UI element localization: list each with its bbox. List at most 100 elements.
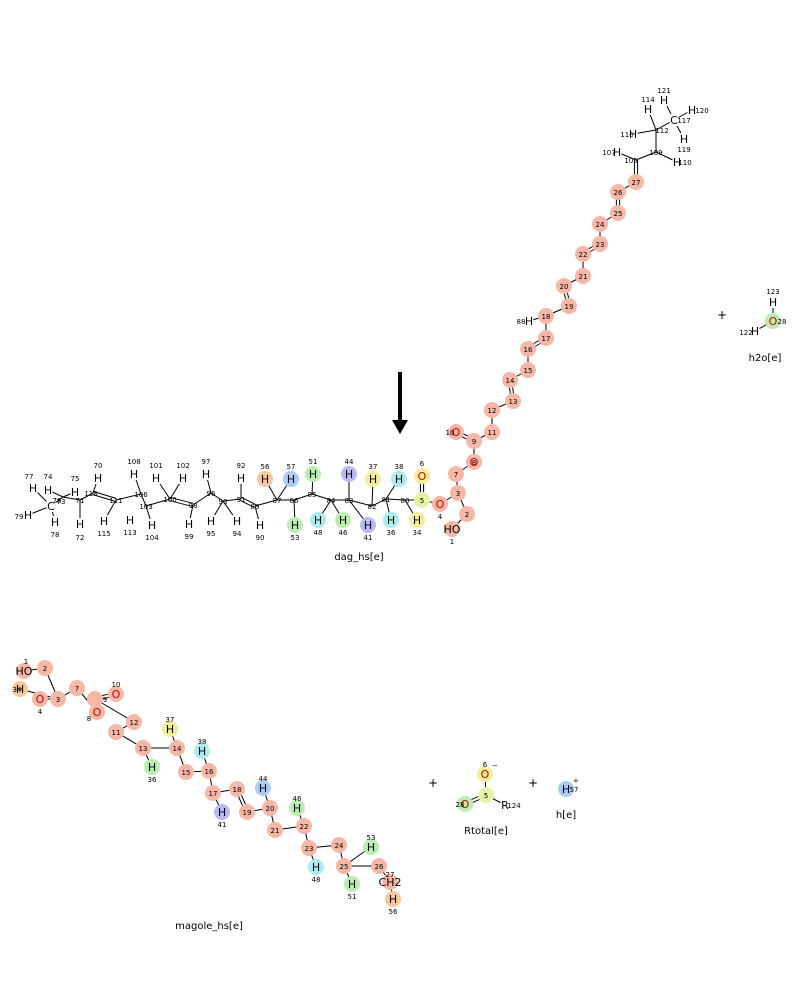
- atom-number: 123: [766, 288, 779, 296]
- atom-number: 36: [148, 776, 157, 784]
- atom-number: 117: [677, 117, 690, 125]
- atom-dag: 80: [401, 497, 410, 505]
- atom-magole: 17: [205, 785, 221, 801]
- atom-magole: 24: [331, 837, 347, 853]
- atom-dag: 93: [219, 498, 228, 506]
- atom-number: 100: [163, 496, 176, 504]
- atom-dag: 118: [84, 490, 97, 498]
- atom-number: 21: [579, 273, 588, 281]
- atom-number: 102: [176, 462, 189, 470]
- atom-number: 16: [524, 346, 533, 354]
- atom-dag: 89: [251, 503, 260, 511]
- atom-symbol: H: [413, 514, 421, 527]
- atom-number: 37: [369, 463, 378, 471]
- atom-number: 10: [446, 429, 455, 437]
- atom-number: 113: [123, 529, 136, 537]
- atom-symbol: O: [436, 498, 445, 511]
- atom-dag: 18: [538, 308, 554, 324]
- atom-dag: 3: [450, 485, 466, 501]
- atom-number: 95: [207, 530, 216, 538]
- atom-dag: H 99: [185, 518, 194, 541]
- atom-number: 4: [438, 513, 443, 521]
- atom-dag: 91: [237, 496, 246, 504]
- atom-number: 104: [145, 534, 159, 542]
- atom-symbol: H: [256, 519, 264, 532]
- atom-number: 7: [454, 471, 458, 479]
- atom-dag: H37: [365, 463, 381, 487]
- atom-dag: 25: [610, 205, 626, 221]
- atom-magole: H53: [363, 834, 379, 855]
- atom-dag: 111: [109, 497, 122, 505]
- atom-symbol: H: [100, 515, 108, 528]
- atom-number: 96: [207, 490, 216, 498]
- atom-number: 26: [375, 863, 384, 871]
- atom-symbol: H: [198, 745, 206, 758]
- atom-symbol: H: [130, 468, 138, 481]
- atom-number: 106: [134, 491, 148, 499]
- species-label-dag: dag_hs[e]: [334, 552, 383, 563]
- atom-dag: 82: [368, 503, 377, 511]
- atom-dag: H 120: [688, 104, 709, 117]
- atom-dag: O8: [466, 454, 482, 470]
- atom-number: 17: [209, 790, 218, 798]
- atom-number: 16: [205, 768, 214, 776]
- atom-dag: H114: [641, 96, 655, 116]
- atom-h: H 57+: [558, 777, 579, 797]
- atom-number: 2: [43, 665, 47, 673]
- species-label-h2o: h2o[e]: [749, 353, 782, 364]
- atom-symbol: H: [364, 519, 372, 532]
- atom-dag: 2: [459, 506, 475, 522]
- atom-dag: 27: [628, 174, 644, 190]
- atom-number: 78: [51, 531, 60, 539]
- atom-number: 48: [314, 529, 323, 537]
- atom-number: 97: [202, 458, 211, 466]
- atom-number: 41: [218, 821, 227, 829]
- atom-number: 77: [25, 473, 34, 481]
- charge-sign: −: [492, 762, 498, 770]
- atom-number: 12: [488, 407, 497, 415]
- atom-number: 23: [596, 241, 605, 249]
- atom-number: 25: [614, 210, 623, 218]
- atom-number: 109: [649, 149, 662, 157]
- atom-number: 87: [273, 497, 282, 505]
- atom-symbol: H: [309, 468, 317, 481]
- atom-number: 108: [127, 458, 140, 466]
- atom-number: 20: [560, 283, 569, 291]
- atom-symbol: H: [680, 133, 688, 146]
- atom-dag: H 34: [409, 512, 425, 537]
- atom-magole: H38: [194, 738, 210, 759]
- atom-symbol: H: [261, 473, 269, 486]
- atom-magole: O8: [87, 704, 105, 723]
- atom-dag: 23: [592, 236, 608, 252]
- atom-dag: 7: [448, 466, 464, 482]
- atom-dag: 16: [520, 341, 536, 357]
- atom-symbol: HO: [16, 665, 33, 678]
- atom-rtotal: O28: [456, 796, 473, 812]
- atom-dag: 17: [538, 330, 554, 346]
- atom-dag: H41: [360, 517, 376, 542]
- atom-number: 84: [327, 497, 336, 505]
- atom-number: 7: [75, 685, 79, 693]
- atom-number: 75: [71, 475, 80, 483]
- atom-number: 92: [237, 462, 246, 470]
- atom-number: 114: [641, 96, 655, 104]
- atom-number: 120: [695, 107, 708, 115]
- atom-layer: H77H74H75C76H79 H7873H72H7071118111H115H1…: [12, 87, 786, 916]
- atom-symbol: H: [769, 296, 777, 309]
- atom-number: 99: [185, 533, 194, 541]
- atom-magole: 23: [301, 840, 317, 856]
- atom-number: 27: [386, 871, 395, 879]
- atom-symbol: H: [166, 723, 174, 736]
- atom-dag: H70: [94, 462, 103, 485]
- atom-symbol: H: [367, 841, 375, 854]
- atom-dag: 103: [139, 503, 152, 511]
- atom-number: 46: [339, 529, 348, 537]
- atom-number: 98: [189, 502, 198, 510]
- atom-number: 37: [166, 716, 175, 724]
- atom-symbol: H: [287, 473, 295, 486]
- atom-number: 3: [456, 490, 460, 498]
- atom-number: 70: [94, 462, 103, 470]
- atom-number: 28: [456, 801, 465, 809]
- atom-magole: H41: [214, 804, 230, 829]
